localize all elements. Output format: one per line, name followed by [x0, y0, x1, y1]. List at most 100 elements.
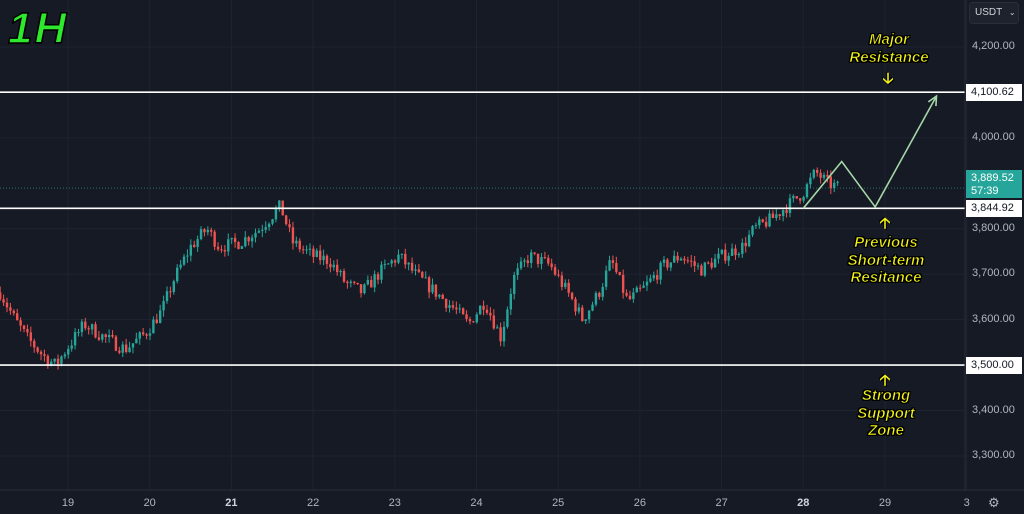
candle-body — [39, 351, 43, 355]
candle-body — [652, 275, 655, 279]
candle-body — [366, 279, 370, 285]
candle-body — [724, 249, 727, 261]
time-tick: 19 — [61, 497, 75, 509]
candle-body — [659, 262, 662, 280]
previous-resistance-note: Previous Short-term Resitance — [847, 234, 925, 287]
candle-body — [407, 262, 410, 265]
candle-body — [298, 240, 301, 250]
arrow-up-icon: 🡡 — [879, 372, 891, 389]
candle-body — [370, 279, 373, 288]
candle-body — [713, 258, 717, 268]
candle-body — [781, 210, 785, 216]
candle-body — [591, 304, 594, 311]
candle-body — [210, 229, 213, 232]
candle-body — [295, 240, 298, 244]
price-tick: 3,800.00 — [972, 221, 1015, 234]
candle-body — [46, 355, 50, 366]
candle-body — [710, 262, 713, 268]
candle-body — [478, 305, 482, 315]
candle-body — [499, 327, 502, 342]
candle-body — [336, 264, 339, 273]
candle-body — [179, 264, 182, 268]
candle-body — [329, 263, 332, 268]
candle-body — [247, 237, 250, 242]
candle-body — [80, 321, 84, 333]
price-tick: 3,700.00 — [972, 267, 1015, 280]
time-tick: 27 — [715, 497, 728, 509]
candle-body — [509, 293, 513, 310]
candle-body — [690, 260, 693, 262]
candle-body — [254, 232, 257, 238]
candle-body — [707, 262, 710, 264]
candle-body — [553, 267, 557, 275]
candle-body — [145, 334, 148, 336]
candle-body — [523, 260, 526, 262]
candle-body — [53, 358, 56, 362]
projection-path — [802, 94, 938, 209]
candle-body — [414, 269, 417, 271]
candle-body — [0, 292, 2, 300]
candle-body — [734, 248, 737, 256]
level-price-label: 4,100.62 — [966, 84, 1022, 102]
candle-body — [540, 257, 543, 264]
candle-body — [536, 253, 540, 264]
note-line: Support — [857, 404, 915, 422]
candle-body — [261, 229, 264, 231]
candle-body — [451, 305, 455, 308]
candle-body — [206, 229, 210, 233]
candle-body — [431, 284, 434, 293]
candle-body — [737, 253, 741, 256]
candle-body — [683, 258, 686, 261]
candle-body — [325, 255, 329, 264]
candle-body — [809, 177, 812, 185]
time-tick: 3 — [963, 497, 970, 509]
candle-body — [363, 284, 366, 294]
candle-body — [332, 264, 335, 268]
note-line: Strong — [861, 387, 911, 405]
settings-gear-icon[interactable]: ⚙ — [988, 495, 1000, 510]
candle-body — [410, 262, 414, 271]
candle-body — [730, 248, 734, 256]
candle-body — [165, 291, 169, 302]
candle-body — [305, 249, 308, 251]
candle-body — [135, 338, 138, 344]
note-line: Short-term — [847, 251, 925, 269]
chevron-down-icon: ⌄ — [1008, 8, 1016, 17]
candle-body — [768, 213, 771, 227]
candle-body — [50, 361, 53, 366]
candle-body — [33, 340, 36, 348]
candle-body — [291, 227, 295, 244]
candle-body — [775, 214, 778, 219]
candle-body — [131, 343, 135, 348]
candle-body — [16, 313, 19, 321]
candle-body — [400, 253, 404, 255]
candle-body — [237, 242, 240, 249]
candle-body — [417, 269, 421, 272]
candle-body — [564, 282, 567, 287]
candle-body — [349, 281, 353, 283]
candle-body — [632, 292, 635, 300]
candle-body — [550, 263, 553, 268]
candle-body — [216, 246, 220, 250]
candle-body — [455, 307, 458, 310]
candle-body — [560, 275, 564, 287]
candle-body — [434, 284, 438, 297]
candle-body — [502, 326, 506, 342]
candle-body — [376, 274, 380, 280]
candle-body — [107, 334, 111, 338]
candle-body — [795, 196, 798, 199]
candle-body — [492, 315, 495, 329]
candle-body — [666, 259, 669, 268]
candle-body — [720, 249, 724, 254]
level-price-label: 3,500.00 — [966, 357, 1022, 375]
candle-body — [244, 237, 247, 247]
candle-body — [615, 262, 618, 273]
candle-body — [390, 260, 393, 264]
candle-body — [798, 198, 802, 201]
candle-body — [172, 281, 176, 293]
currency-select[interactable]: USDT ⌄ — [969, 2, 1019, 24]
candle-body — [230, 237, 233, 240]
candle-body — [26, 328, 29, 333]
candle-body — [101, 334, 104, 340]
